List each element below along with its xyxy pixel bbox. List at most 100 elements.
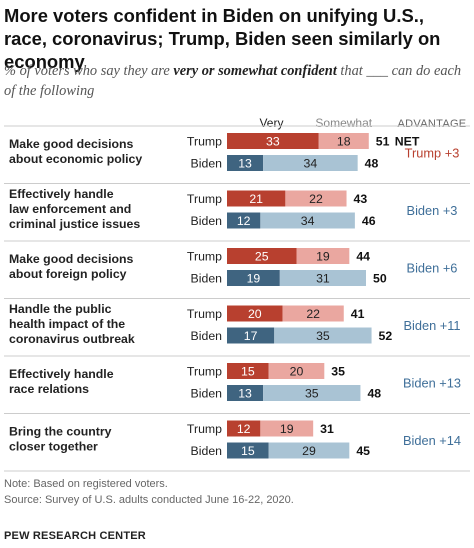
category-label: Make good decisions	[9, 137, 134, 151]
value-net: 51	[376, 135, 390, 149]
bar-somewhat-biden	[263, 385, 361, 401]
bar-somewhat-biden	[268, 442, 350, 459]
row-label-trump: Trump	[187, 250, 222, 264]
value-net: 46	[362, 214, 376, 228]
value-somewhat: 34	[304, 157, 318, 171]
advantage-value: Trump +3	[405, 146, 460, 161]
category-label: about foreign policy	[9, 267, 127, 281]
category-label: Bring the country	[9, 425, 112, 439]
bar-somewhat-biden	[279, 270, 366, 286]
note-text: Note: Based on registered voters.	[4, 478, 168, 490]
value-somewhat: 35	[316, 329, 330, 343]
value-net: 48	[365, 157, 379, 171]
bar-somewhat-biden	[274, 327, 372, 344]
bar-very-biden	[227, 442, 269, 459]
bar-somewhat-trump	[285, 190, 347, 207]
value-net: 35	[331, 365, 345, 379]
value-very: 15	[241, 365, 255, 379]
value-very: 17	[244, 329, 258, 343]
advantage-value: Biden +6	[407, 261, 458, 276]
bar-very-trump	[227, 420, 261, 437]
source-text: Source: Survey of U.S. adults conducted …	[4, 494, 294, 506]
bar-somewhat-trump	[268, 363, 325, 379]
row-label-biden: Biden	[191, 214, 223, 228]
value-net: 41	[351, 307, 365, 321]
category-label: criminal justice issues	[9, 217, 140, 231]
value-very: 12	[237, 214, 251, 228]
value-very: 19	[247, 272, 261, 286]
category-label: race relations	[9, 382, 89, 396]
subtitle-tail: that ___ can do each of the following	[4, 63, 462, 99]
category-label: Handle the public	[9, 302, 112, 316]
row-label-biden: Biden	[191, 157, 223, 171]
category-label: law enforcement and	[9, 202, 131, 216]
value-somewhat: 22	[309, 192, 323, 206]
category-label: Effectively handle	[9, 367, 114, 381]
row-label-trump: Trump	[187, 192, 222, 206]
advantage-value: Biden +11	[403, 318, 460, 333]
value-somewhat: 18	[337, 135, 351, 149]
bar-very-biden	[227, 270, 280, 286]
value-somewhat: 22	[306, 307, 320, 321]
category-label: about economic policy	[9, 152, 142, 166]
value-very: 15	[241, 444, 255, 458]
bar-very-biden	[227, 327, 275, 344]
category-label: Effectively handle	[9, 187, 114, 201]
value-very: 33	[266, 135, 280, 149]
category-label: closer together	[9, 440, 98, 454]
row-label-biden: Biden	[191, 387, 223, 401]
value-somewhat: 20	[290, 365, 304, 379]
advantage-value: Biden +13	[403, 376, 461, 391]
category-label: coronavirus outbreak	[9, 332, 135, 346]
bar-somewhat-trump	[296, 248, 350, 264]
bar-very-trump	[227, 363, 269, 379]
bar-somewhat-trump	[260, 420, 314, 437]
value-net: 50	[373, 272, 387, 286]
value-somewhat: 19	[316, 250, 330, 264]
value-very: 25	[255, 250, 269, 264]
advantage-value: Biden +14	[403, 433, 461, 448]
bar-somewhat-trump	[318, 133, 369, 149]
bar-very-trump	[227, 305, 283, 322]
value-somewhat: 19	[280, 422, 294, 436]
bar-somewhat-biden	[263, 155, 358, 171]
value-very: 20	[248, 307, 262, 321]
row-label-biden: Biden	[191, 444, 223, 458]
bar-somewhat-trump	[282, 305, 344, 322]
value-net: 31	[320, 422, 334, 436]
bar-very-biden	[227, 155, 264, 171]
row-label-trump: Trump	[187, 135, 222, 149]
bar-somewhat-biden	[260, 212, 355, 229]
value-very: 13	[238, 387, 252, 401]
chart-subtitle: % of voters who say they are very or som…	[4, 61, 470, 101]
row-label-biden: Biden	[191, 329, 223, 343]
value-somewhat: 29	[302, 444, 316, 458]
value-very: 21	[249, 192, 263, 206]
legend-somewhat: Somewhat	[315, 116, 372, 130]
row-label-trump: Trump	[187, 365, 222, 379]
bar-very-biden	[227, 212, 261, 229]
value-net: 52	[379, 329, 393, 343]
row-label-biden: Biden	[191, 272, 223, 286]
subtitle-lead: % of voters who say they are	[4, 63, 174, 79]
bar-very-biden	[227, 385, 264, 401]
legend-very: Very	[259, 116, 283, 130]
value-very: 12	[237, 422, 251, 436]
bar-very-trump	[227, 133, 319, 149]
advantage-value: Biden +3	[407, 203, 458, 218]
bar-very-trump	[227, 190, 286, 207]
value-somewhat: 31	[316, 272, 330, 286]
value-net: 48	[367, 387, 381, 401]
subtitle-emphasis: very or somewhat confident	[173, 63, 337, 79]
value-very: 13	[238, 157, 252, 171]
value-net: 44	[356, 250, 370, 264]
brand-text: PEW RESEARCH CENTER	[4, 530, 146, 542]
value-net: 45	[356, 444, 370, 458]
advantage-header: ADVANTAGE	[398, 118, 467, 130]
value-net: 43	[354, 192, 368, 206]
chart-title: More voters confident in Biden on unifyi…	[4, 5, 441, 72]
category-label: Make good decisions	[9, 252, 134, 266]
value-somewhat: 35	[305, 387, 319, 401]
row-label-trump: Trump	[187, 307, 222, 321]
